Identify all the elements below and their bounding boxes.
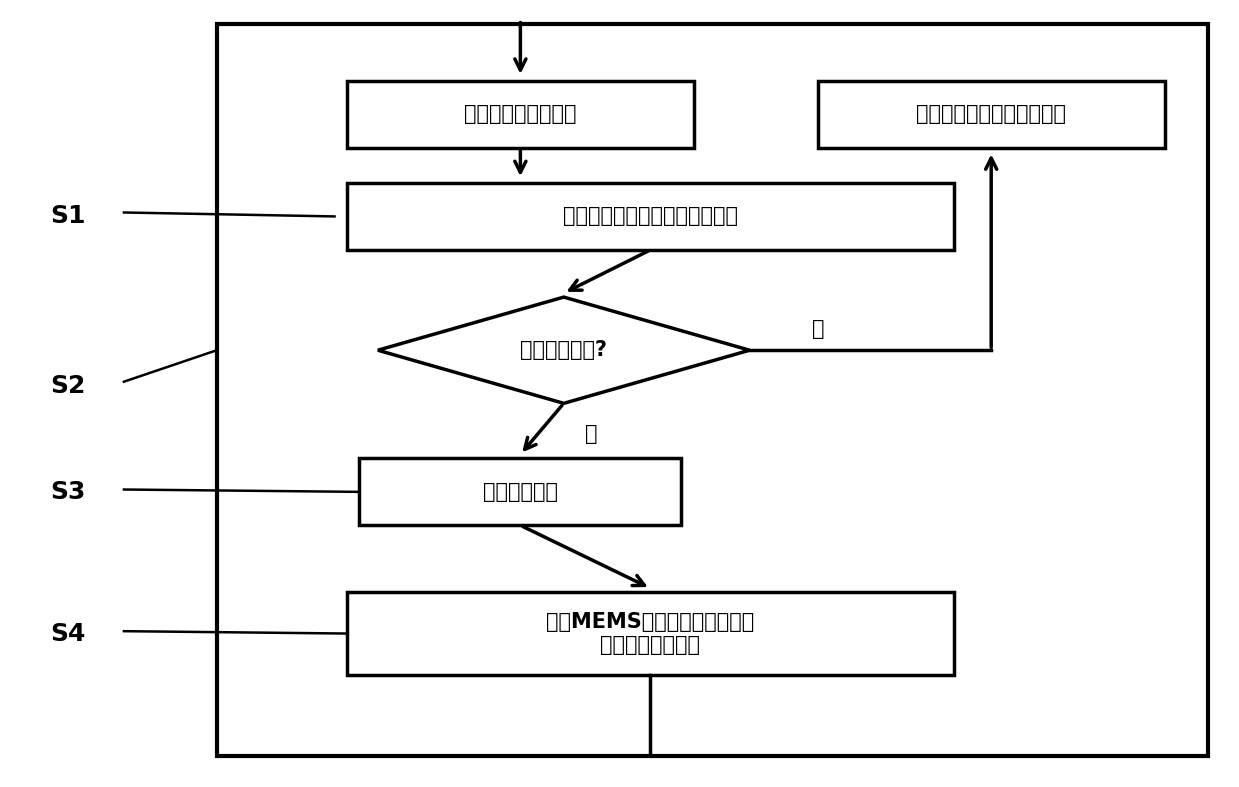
Text: S3: S3	[51, 480, 85, 504]
Bar	[347, 183, 954, 250]
Bar	[347, 81, 694, 148]
Text: 是: 是	[585, 424, 597, 445]
Text: 是否需要消融?: 是否需要消融?	[520, 340, 607, 360]
Text: S2: S2	[51, 374, 85, 397]
Bar	[359, 458, 681, 526]
Text: 移动样品至下一个目标区域: 移动样品至下一个目标区域	[916, 104, 1067, 124]
Text: S4: S4	[51, 622, 85, 645]
Bar	[217, 24, 1208, 756]
Bar	[818, 81, 1165, 148]
Text: 目标区域成像并显示: 目标区域成像并显示	[465, 104, 576, 124]
Text: 提取结构表面化信息、深度信息: 提取结构表面化信息、深度信息	[563, 206, 738, 227]
Text: S1: S1	[51, 205, 85, 228]
Text: 生成方格阵列: 生成方格阵列	[483, 482, 558, 502]
Bar	[347, 593, 954, 675]
Text: 否: 否	[812, 319, 824, 339]
Text: 驱动MEMS振镜，控制激光参数
自动进行激光消融: 驱动MEMS振镜，控制激光参数 自动进行激光消融	[546, 612, 755, 655]
